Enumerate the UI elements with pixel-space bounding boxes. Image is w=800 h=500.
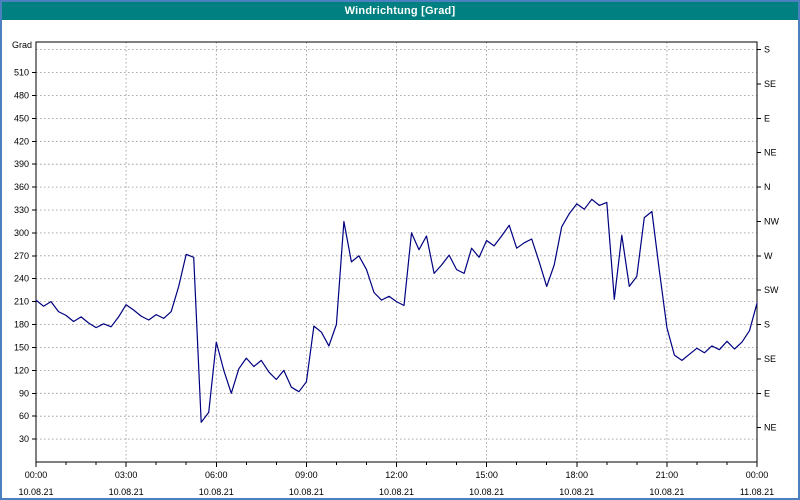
plot-area <box>36 42 757 462</box>
compass-tick-label: NE <box>764 423 777 433</box>
x-date-label: 10.08.21 <box>649 487 684 497</box>
y-left-tick-label: 120 <box>14 365 29 375</box>
x-time-label: 09:00 <box>295 470 318 480</box>
y-left-tick-label: 360 <box>14 182 29 192</box>
y-left-tick-label: 180 <box>14 320 29 330</box>
x-time-label: 00:00 <box>746 470 769 480</box>
compass-tick-label: S <box>764 320 770 330</box>
window-title: Windrichtung [Grad] <box>344 5 456 17</box>
chart-container: 30 60 90 120 150 180 210 240 270 300 330 360 390 420 4… <box>2 20 798 498</box>
compass-tick-label: SE <box>764 354 776 364</box>
compass-tick-label: E <box>764 113 770 123</box>
x-time-label: 12:00 <box>385 470 408 480</box>
x-date-label: 10.08.21 <box>18 487 53 497</box>
y-left-tick-label: 60 <box>19 411 29 421</box>
x-date-label: 10.08.21 <box>289 487 324 497</box>
y-left-tick-label: 390 <box>14 159 29 169</box>
x-date-label: 10.08.21 <box>559 487 594 497</box>
x-date-label: 10.08.21 <box>469 487 504 497</box>
x-date-label: 10.08.21 <box>109 487 144 497</box>
x-time-label: 18:00 <box>566 470 589 480</box>
x-time-label: 21:00 <box>656 470 679 480</box>
compass-tick-label: NW <box>764 217 779 227</box>
compass-tick-label: NE <box>764 148 777 158</box>
x-time-label: 06:00 <box>205 470 228 480</box>
wind-direction-chart: 30 60 90 120 150 180 210 240 270 300 330 360 390 420 4… <box>12 40 780 497</box>
window-title-bar: Windrichtung [Grad] <box>2 2 798 20</box>
y-left-tick-label: 90 <box>19 388 29 398</box>
y-left-tick-label: 330 <box>14 205 29 215</box>
compass-tick-label: E <box>764 388 770 398</box>
y-left-tick-label: 150 <box>14 343 29 353</box>
compass-tick-label: N <box>764 182 771 192</box>
wind-direction-series <box>35 198 758 423</box>
y-left-tick-label: 450 <box>14 113 29 123</box>
y-left-tick-label: 30 <box>19 434 29 444</box>
y-axis-unit-label: Grad <box>12 40 32 50</box>
x-time-label: 03:00 <box>115 470 138 480</box>
y-left-tick-label: 270 <box>14 251 29 261</box>
y-left-tick-label: 420 <box>14 136 29 146</box>
x-date-label: 10.08.21 <box>199 487 234 497</box>
compass-tick-label: S <box>764 45 770 55</box>
y-left-tick-label: 240 <box>14 274 29 284</box>
x-time-label: 15:00 <box>475 470 498 480</box>
y-left-tick-label: 480 <box>14 91 29 101</box>
x-date-label: 10.08.21 <box>379 487 414 497</box>
y-left-tick-label: 210 <box>14 297 29 307</box>
y-left-tick-label: 510 <box>14 68 29 78</box>
compass-tick-label: W <box>764 251 773 261</box>
x-time-label: 00:00 <box>25 470 48 480</box>
compass-tick-label: SE <box>764 79 776 89</box>
y-left-tick-label: 300 <box>14 228 29 238</box>
x-date-label: 11.08.21 <box>740 487 774 497</box>
compass-tick-label: SW <box>764 285 779 295</box>
